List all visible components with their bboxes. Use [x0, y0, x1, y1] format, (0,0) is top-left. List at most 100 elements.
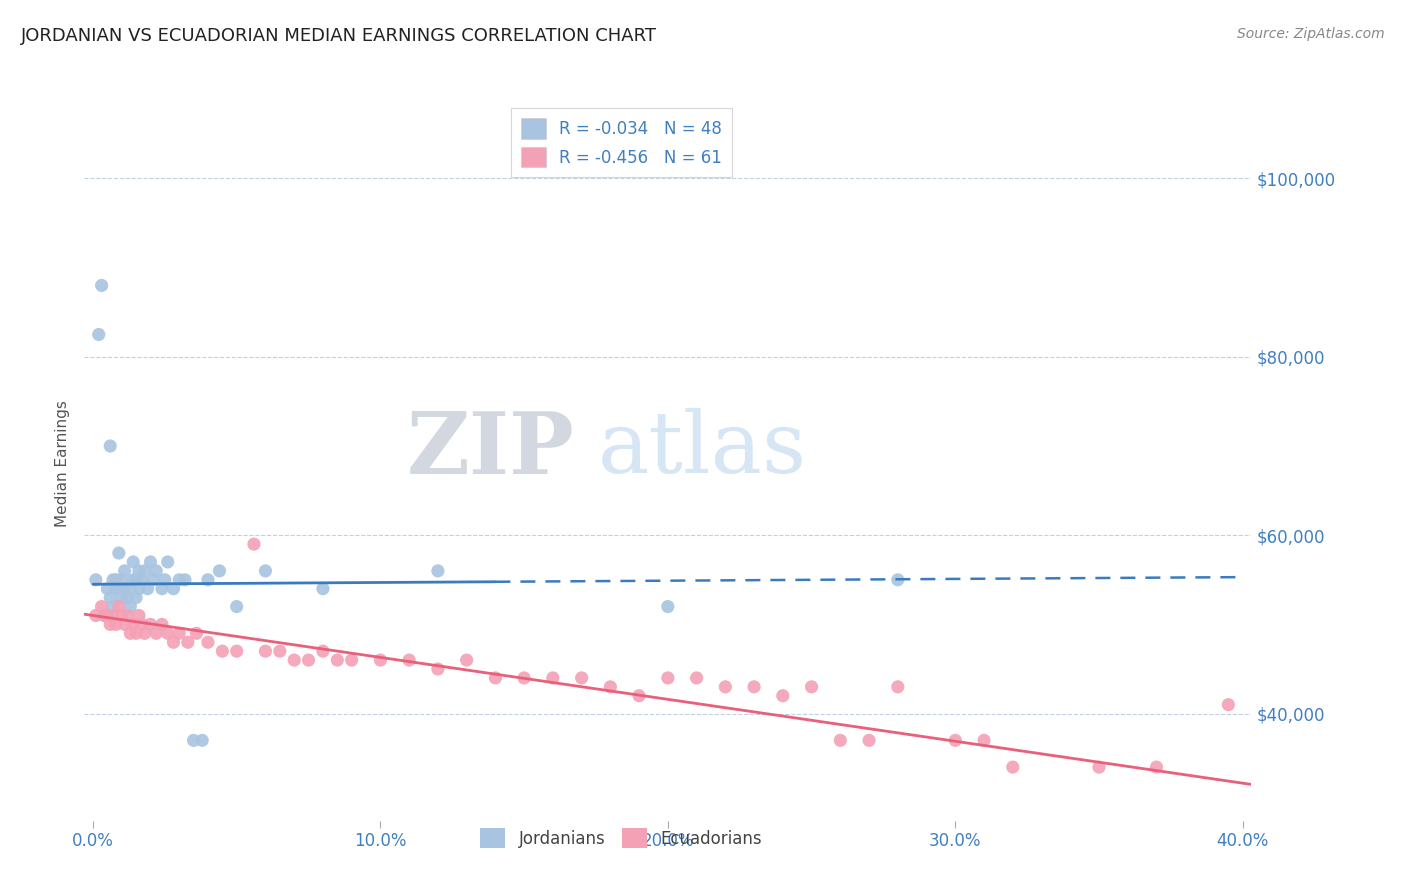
Point: [513, 671, 536, 685]
Point: [145, 564, 167, 578]
Point: [114, 564, 136, 578]
Point: [1218, 698, 1240, 712]
Point: [142, 573, 165, 587]
Point: [108, 582, 131, 596]
Point: [120, 626, 142, 640]
Point: [131, 617, 153, 632]
Point: [312, 582, 335, 596]
Point: [120, 582, 142, 596]
Point: [197, 635, 219, 649]
Point: [87, 327, 110, 342]
Point: [122, 555, 145, 569]
Point: [90, 278, 112, 293]
Point: [1088, 760, 1111, 774]
Point: [191, 733, 214, 747]
Point: [114, 617, 136, 632]
Point: [122, 573, 145, 587]
Point: [101, 573, 124, 587]
Point: [84, 608, 107, 623]
Point: [128, 582, 150, 596]
Point: [108, 599, 131, 614]
Point: [134, 564, 156, 578]
Point: [162, 635, 184, 649]
Point: [599, 680, 621, 694]
Point: [145, 626, 167, 640]
Point: [254, 644, 277, 658]
Point: [150, 582, 173, 596]
Point: [162, 582, 184, 596]
Point: [772, 689, 794, 703]
Point: [225, 599, 247, 614]
Point: [96, 582, 118, 596]
Point: [714, 680, 737, 694]
Point: [111, 591, 134, 605]
Point: [104, 617, 127, 632]
Point: [370, 653, 392, 667]
Point: [887, 573, 910, 587]
Point: [117, 608, 139, 623]
Point: [326, 653, 349, 667]
Point: [628, 689, 651, 703]
Point: [104, 582, 127, 596]
Point: [174, 573, 197, 587]
Point: [108, 546, 131, 560]
Point: [340, 653, 363, 667]
Point: [98, 591, 121, 605]
Point: [211, 644, 233, 658]
Point: [456, 653, 478, 667]
Text: Source: ZipAtlas.com: Source: ZipAtlas.com: [1237, 27, 1385, 41]
Point: [1001, 760, 1024, 774]
Point: [134, 626, 156, 640]
Point: [101, 608, 124, 623]
Point: [197, 573, 219, 587]
Point: [120, 599, 142, 614]
Point: [167, 626, 190, 640]
Point: [283, 653, 305, 667]
Point: [183, 733, 205, 747]
Point: [830, 733, 852, 747]
Point: [153, 573, 176, 587]
Point: [742, 680, 765, 694]
Point: [657, 599, 679, 614]
Point: [131, 573, 153, 587]
Text: JORDANIAN VS ECUADORIAN MEDIAN EARNINGS CORRELATION CHART: JORDANIAN VS ECUADORIAN MEDIAN EARNINGS …: [21, 27, 657, 45]
Point: [128, 564, 150, 578]
Point: [398, 653, 420, 667]
Point: [84, 573, 107, 587]
Point: [150, 617, 173, 632]
Point: [186, 626, 208, 640]
Point: [98, 617, 121, 632]
Point: [114, 582, 136, 596]
Point: [943, 733, 966, 747]
Point: [156, 555, 179, 569]
Point: [484, 671, 506, 685]
Point: [571, 671, 593, 685]
Text: atlas: atlas: [598, 408, 807, 491]
Point: [269, 644, 291, 658]
Point: [426, 564, 449, 578]
Point: [93, 608, 115, 623]
Point: [139, 617, 162, 632]
Point: [254, 564, 277, 578]
Point: [111, 608, 134, 623]
Point: [208, 564, 231, 578]
Point: [685, 671, 707, 685]
Point: [800, 680, 823, 694]
Point: [125, 573, 148, 587]
Point: [139, 555, 162, 569]
Point: [104, 573, 127, 587]
Legend: Jordanians, Ecuadorians: Jordanians, Ecuadorians: [474, 822, 769, 855]
Point: [312, 644, 335, 658]
Point: [125, 626, 148, 640]
Point: [858, 733, 880, 747]
Point: [1146, 760, 1168, 774]
Point: [125, 591, 148, 605]
Point: [117, 591, 139, 605]
Point: [156, 626, 179, 640]
Point: [136, 582, 159, 596]
Point: [101, 599, 124, 614]
Point: [243, 537, 266, 551]
Point: [225, 644, 247, 658]
Point: [657, 671, 679, 685]
Point: [93, 608, 115, 623]
